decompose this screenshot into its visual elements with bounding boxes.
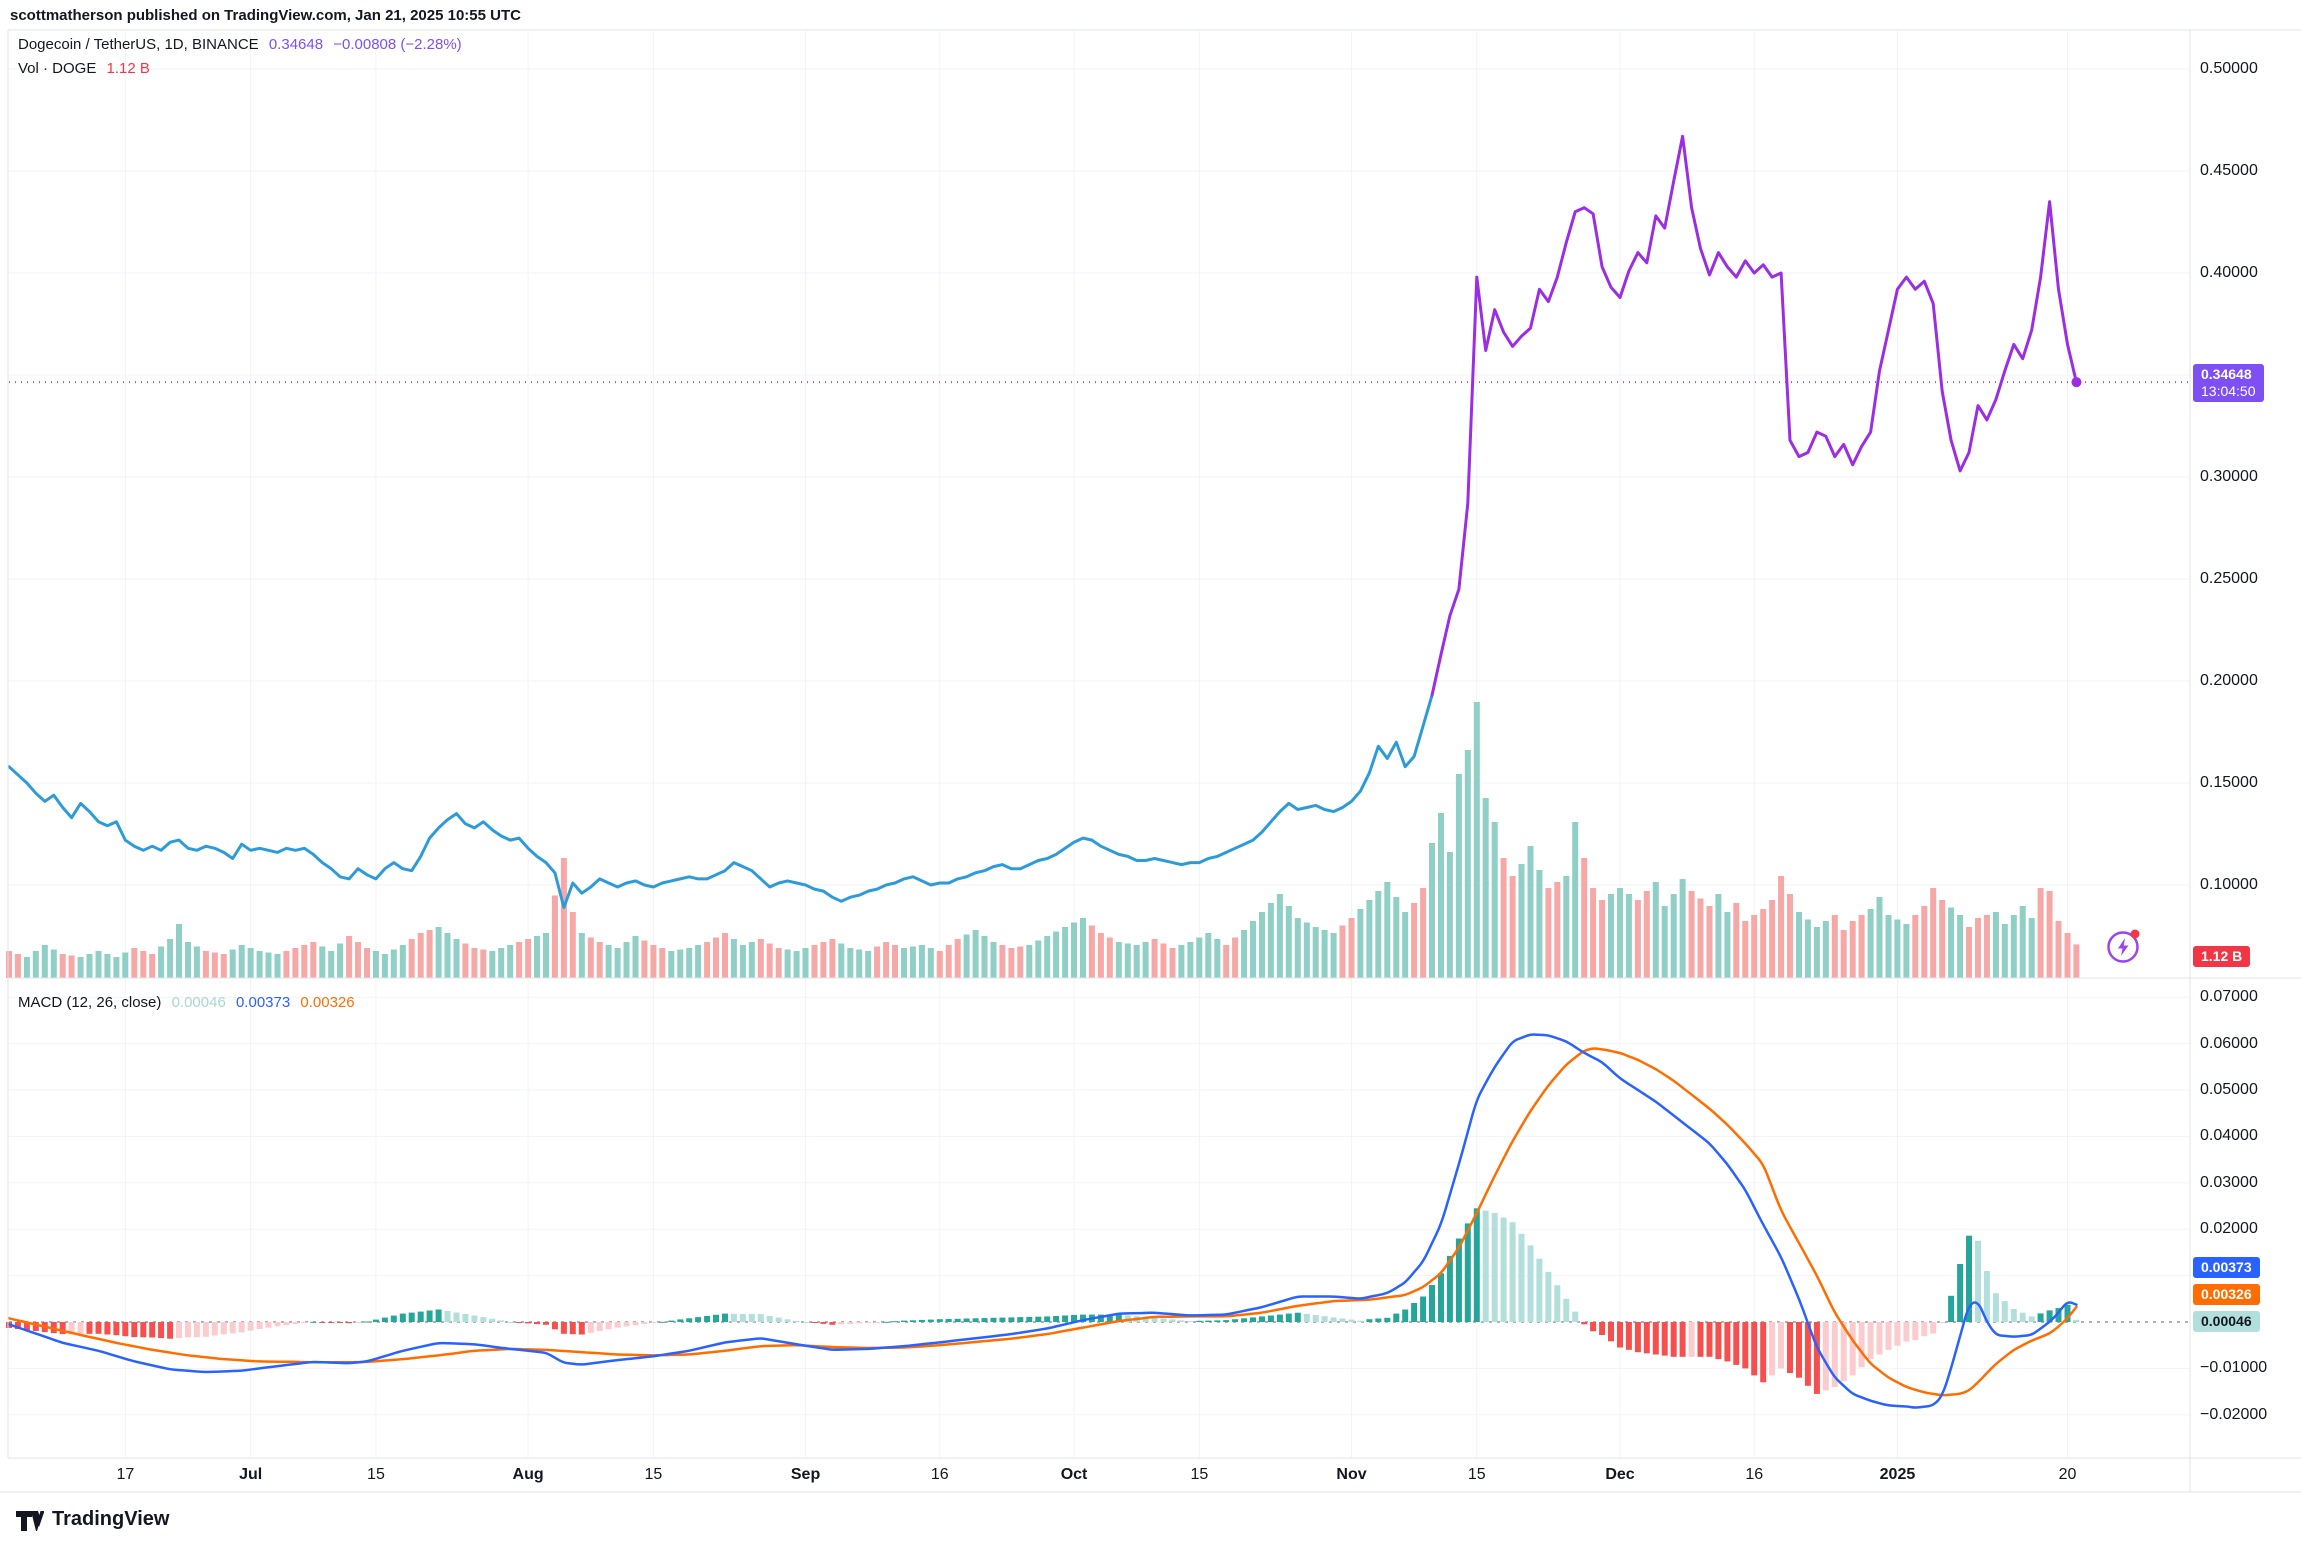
last-price-time: 13:04:50: [2201, 383, 2256, 400]
signal-value-label: 0.00326: [2193, 1284, 2260, 1305]
time-axis-label: Sep: [790, 1466, 821, 1483]
time-axis-label: 16: [1745, 1466, 1764, 1483]
price-axis-label: 0.20000: [2200, 672, 2258, 689]
time-axis-label: 2025: [1879, 1466, 1916, 1483]
price-axis-label: 0.25000: [2200, 570, 2258, 587]
macd-hist-value: 0.00046: [171, 994, 226, 1011]
time-axis-label: 15: [367, 1466, 385, 1483]
time-axis-label: Jul: [239, 1466, 263, 1483]
attribution-text: scottmatherson published on TradingView.…: [10, 7, 521, 24]
price-axis-label: 0.10000: [2200, 876, 2258, 893]
last-price-label: 0.34648 13:04:50: [2193, 364, 2264, 403]
tradingview-logo-icon: [16, 1511, 44, 1531]
time-axis-label: Nov: [1336, 1466, 1367, 1483]
time-axis-label: 17: [116, 1466, 135, 1483]
tradingview-watermark[interactable]: TradingView: [14, 1504, 169, 1534]
volume-legend-row: Vol · DOGE 1.12 B: [18, 60, 156, 77]
volume-legend-value: 1.12 B: [106, 60, 150, 77]
notification-dot-icon: [2130, 929, 2140, 939]
time-axis-label: 15: [1467, 1466, 1486, 1483]
time-axis-label: Aug: [512, 1466, 544, 1483]
tradingview-brand-text: TradingView: [52, 1507, 170, 1530]
price-axis-label: 0.45000: [2200, 162, 2258, 179]
lightning-icon: [2118, 938, 2129, 956]
time-axis-label: 16: [930, 1466, 949, 1483]
macd-axis-label: 0.05000: [2200, 1081, 2258, 1098]
macd-axis-label: −0.01000: [2200, 1359, 2268, 1377]
macd-axis-label: 0.02000: [2200, 1220, 2258, 1238]
time-axis-label: Oct: [1060, 1466, 1088, 1483]
legend-change: −0.00808 (−2.28%): [333, 36, 462, 53]
macd-axis-label: −0.02000: [2200, 1405, 2268, 1423]
macd-axis-label: 0.04000: [2200, 1127, 2258, 1145]
macd-axis-label: 0.03000: [2200, 1173, 2258, 1191]
instant-order-button[interactable]: [2104, 926, 2144, 966]
macd-legend-row: MACD (12, 26, close) 0.00046 0.00373 0.0…: [18, 994, 361, 1011]
symbol-title[interactable]: Dogecoin / TetherUS, 1D, BINANCE: [18, 36, 259, 53]
symbol-legend-row: Dogecoin / TetherUS, 1D, BINANCE 0.34648…: [18, 36, 468, 53]
price-axis-label: 0.40000: [2200, 264, 2258, 281]
volume-value-label: 1.12 B: [2193, 946, 2251, 967]
macd-line-value: 0.00373: [235, 994, 291, 1011]
last-price-value: 0.34648: [2201, 366, 2252, 383]
price-axis-label: 0.30000: [2200, 468, 2258, 485]
hist-value-label: 0.00046: [2193, 1311, 2260, 1332]
macd-legend-title[interactable]: MACD (12, 26, close): [18, 994, 162, 1011]
legend-last-price: 0.34648: [268, 36, 324, 53]
time-axis-label: 15: [1190, 1466, 1209, 1483]
time-axis-label: 15: [644, 1466, 663, 1483]
macd-axis-label: 0.06000: [2200, 1034, 2258, 1052]
macd-value-label: 0.00373: [2193, 1257, 2260, 1278]
price-axis-label: 0.15000: [2200, 774, 2258, 791]
macd-signal-value: 0.00326: [300, 994, 355, 1011]
price-axis-label: 0.50000: [2200, 60, 2258, 77]
volume-legend-label[interactable]: Vol · DOGE: [18, 60, 97, 77]
time-axis-label: Dec: [1605, 1466, 1635, 1483]
macd-axis-label: 0.07000: [2200, 988, 2258, 1006]
time-axis-label: 20: [2058, 1466, 2077, 1483]
